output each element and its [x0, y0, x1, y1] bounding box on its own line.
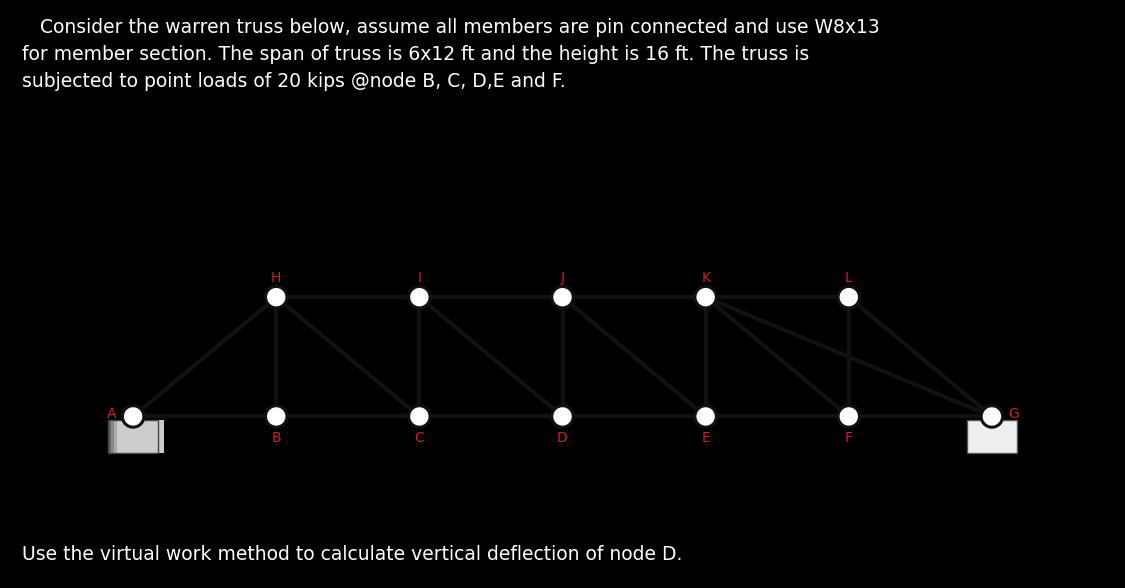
Text: G: G	[1008, 407, 1019, 421]
Text: E: E	[701, 431, 710, 445]
Text: L: L	[845, 271, 853, 285]
Text: J: J	[560, 271, 565, 285]
Bar	[111, 420, 160, 453]
Bar	[966, 420, 1017, 453]
Circle shape	[551, 286, 574, 308]
Bar	[966, 420, 1017, 453]
Text: H: H	[271, 271, 281, 285]
Bar	[117, 420, 164, 453]
Text: C: C	[414, 431, 424, 445]
Circle shape	[695, 406, 717, 427]
Text: I: I	[417, 271, 422, 285]
Circle shape	[551, 406, 574, 427]
Circle shape	[695, 286, 717, 308]
Circle shape	[838, 286, 860, 308]
Text: K: K	[701, 271, 710, 285]
Text: F: F	[845, 431, 853, 445]
Circle shape	[408, 406, 430, 427]
Circle shape	[266, 406, 287, 427]
Text: B: B	[271, 431, 281, 445]
Text: Consider the warren truss below, assume all members are pin connected and use W8: Consider the warren truss below, assume …	[22, 18, 880, 91]
Text: A: A	[107, 407, 116, 421]
Bar	[966, 420, 1017, 453]
Text: Use the virtual work method to calculate vertical deflection of node D.: Use the virtual work method to calculate…	[22, 546, 683, 564]
Circle shape	[266, 286, 287, 308]
Bar	[108, 420, 159, 453]
Circle shape	[123, 406, 144, 427]
Circle shape	[838, 406, 860, 427]
Bar	[966, 420, 1017, 453]
Bar	[966, 420, 1017, 453]
Circle shape	[408, 286, 430, 308]
Circle shape	[981, 406, 1002, 427]
Text: D: D	[557, 431, 568, 445]
Bar	[108, 420, 159, 453]
Bar	[115, 420, 162, 453]
